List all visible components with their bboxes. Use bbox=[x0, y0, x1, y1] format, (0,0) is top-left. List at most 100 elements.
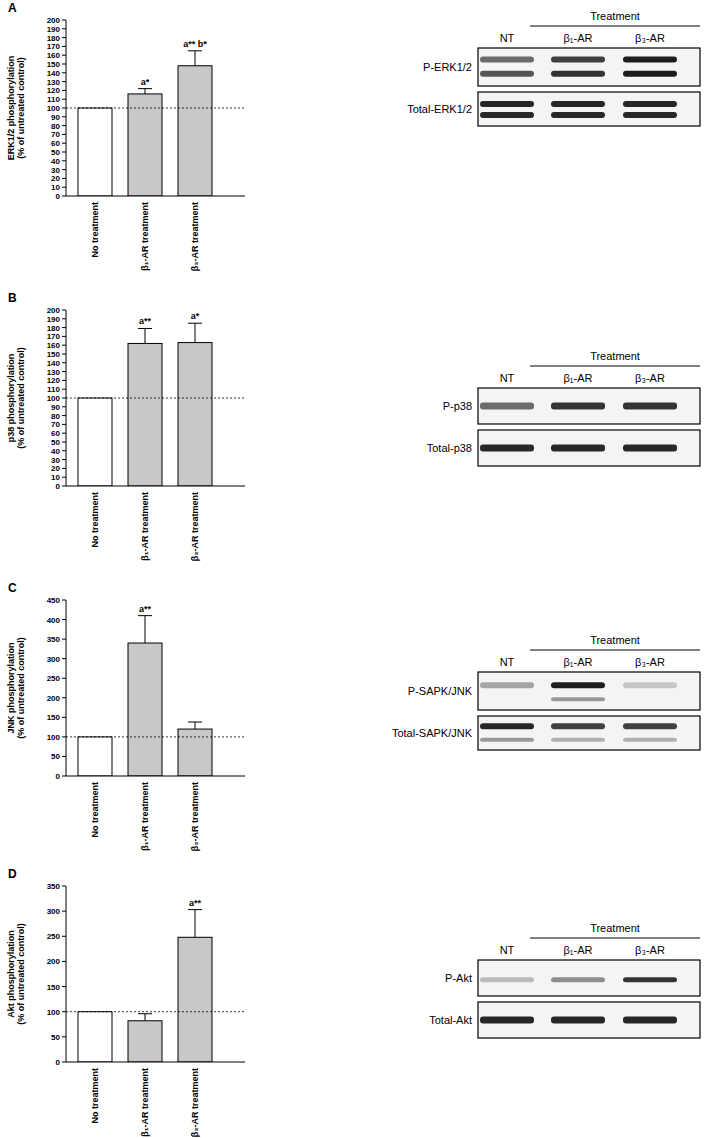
y-axis-label: JNK phosphorylation bbox=[6, 642, 16, 733]
y-tick bbox=[62, 318, 66, 319]
row-label: P-ERK1/2 bbox=[423, 61, 472, 73]
y-tick-label: 20 bbox=[51, 464, 60, 473]
blot-band bbox=[480, 71, 534, 77]
y-tick bbox=[62, 345, 66, 346]
y-tick-label: 130 bbox=[47, 78, 61, 87]
blot-band bbox=[623, 403, 677, 410]
blot-box bbox=[478, 388, 700, 424]
y-tick bbox=[62, 398, 66, 399]
treatment-line bbox=[530, 938, 700, 939]
y-tick-label: 110 bbox=[47, 385, 60, 394]
y-tick bbox=[62, 196, 66, 197]
blot-band bbox=[551, 1017, 605, 1024]
y-tick-label: 350 bbox=[47, 882, 61, 891]
y-axis-label: ERK1/2 phosphorylation bbox=[6, 56, 16, 161]
x-axis bbox=[66, 776, 245, 777]
error-cap bbox=[138, 328, 152, 329]
bar bbox=[128, 94, 162, 196]
y-tick-label: 50 bbox=[51, 438, 60, 447]
row-label: Total-p38 bbox=[427, 442, 472, 454]
x-tick-label: β₃-AR treatment bbox=[190, 202, 200, 271]
chart-panel: DAkt phosphorylation(% of untreated cont… bbox=[6, 867, 245, 1137]
treatment-header: Treatment bbox=[590, 634, 640, 646]
blot-box bbox=[478, 92, 700, 126]
x-tick-label: No treatment bbox=[90, 782, 100, 838]
error-bar bbox=[188, 51, 202, 66]
lane-label: NT bbox=[500, 32, 515, 44]
y-tick bbox=[62, 619, 66, 620]
error-stem bbox=[195, 51, 196, 66]
blot-band bbox=[623, 723, 677, 729]
y-axis-label: (% of untreated control) bbox=[16, 637, 26, 739]
blot-band bbox=[551, 445, 605, 452]
y-tick-label: 300 bbox=[47, 907, 61, 916]
y-tick bbox=[62, 936, 66, 937]
error-cap bbox=[188, 909, 202, 910]
y-tick-label: 40 bbox=[51, 447, 60, 456]
y-tick-label: 60 bbox=[51, 429, 60, 438]
error-bar bbox=[138, 616, 152, 643]
blot-band bbox=[623, 112, 677, 118]
error-bar bbox=[188, 910, 202, 938]
blot-band bbox=[623, 682, 677, 688]
y-tick-label: 170 bbox=[47, 42, 61, 51]
y-tick-label: 190 bbox=[47, 315, 61, 324]
y-tick bbox=[62, 736, 66, 737]
y-tick bbox=[62, 433, 66, 434]
blot-band bbox=[551, 101, 605, 107]
y-tick bbox=[62, 442, 66, 443]
y-tick-label: 10 bbox=[51, 183, 60, 192]
x-tick-label: β₁-AR treatment bbox=[140, 782, 150, 851]
y-tick bbox=[62, 28, 66, 29]
y-tick-label: 0 bbox=[56, 1058, 61, 1067]
y-tick-label: 130 bbox=[47, 368, 61, 377]
treatment-line bbox=[530, 26, 700, 27]
marks bbox=[66, 616, 245, 776]
lane-label: β₁-AR bbox=[564, 944, 593, 956]
y-tick bbox=[62, 37, 66, 38]
blot-box bbox=[478, 716, 700, 750]
x-axis bbox=[66, 486, 245, 487]
row-label: Total-SAPK/JNK bbox=[392, 727, 473, 739]
blot-band bbox=[623, 56, 677, 62]
y-tick bbox=[62, 81, 66, 82]
y-tick bbox=[62, 336, 66, 337]
error-stem bbox=[195, 323, 196, 342]
y-tick-label: 190 bbox=[47, 25, 61, 34]
y-tick-label: 50 bbox=[51, 1033, 60, 1042]
error-cap bbox=[188, 50, 202, 51]
y-tick bbox=[62, 717, 66, 718]
y-tick bbox=[62, 380, 66, 381]
chart-panel: C JNK phosphorylation(% of untreated cont… bbox=[6, 581, 245, 851]
blot-band bbox=[551, 723, 605, 729]
y-tick-label: 90 bbox=[51, 113, 60, 122]
x-axis bbox=[66, 196, 245, 197]
blot-box bbox=[478, 960, 700, 996]
western-blot: TreatmentNTβ₁-ARβ₃-ARP-ERK1/2Total-ERK1/… bbox=[407, 10, 700, 126]
error-bar bbox=[138, 328, 152, 343]
y-tick-label: 200 bbox=[47, 306, 61, 315]
y-tick bbox=[62, 55, 66, 56]
marks bbox=[66, 51, 245, 196]
y-tick bbox=[62, 125, 66, 126]
row-label: Total-ERK1/2 bbox=[407, 103, 472, 115]
blot-band bbox=[480, 1017, 534, 1024]
panel-label: C bbox=[8, 581, 17, 595]
y-tick bbox=[62, 90, 66, 91]
error-cap bbox=[138, 615, 152, 616]
y-tick bbox=[62, 986, 66, 987]
y-tick-label: 250 bbox=[47, 932, 61, 941]
y-tick bbox=[62, 756, 66, 757]
western-blot: TreatmentNTβ₁-ARβ₃-ARP-AktTotal-Akt bbox=[429, 922, 700, 1038]
treatment-header: Treatment bbox=[590, 922, 640, 934]
y-tick-label: 40 bbox=[51, 157, 60, 166]
y-tick-label: 350 bbox=[47, 635, 61, 644]
y-tick bbox=[62, 134, 66, 135]
y-tick bbox=[62, 178, 66, 179]
blot-band bbox=[623, 101, 677, 107]
panel-label: A bbox=[8, 1, 17, 15]
y-tick bbox=[62, 160, 66, 161]
blot-band bbox=[480, 723, 534, 729]
y-tick-label: 30 bbox=[51, 166, 60, 175]
y-tick-label: 60 bbox=[51, 139, 60, 148]
